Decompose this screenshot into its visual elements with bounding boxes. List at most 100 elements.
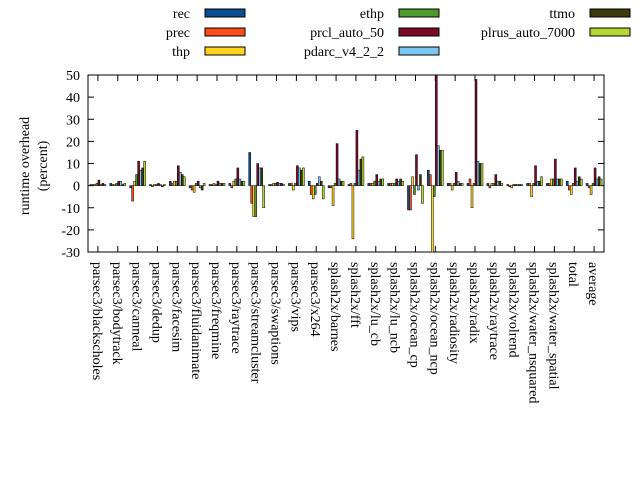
y-tick-label: 40 <box>66 91 80 106</box>
bar <box>351 185 355 239</box>
bar <box>359 158 363 186</box>
legend-swatch <box>589 8 631 18</box>
x-tick-label: parsec3/blackscholes <box>89 262 104 380</box>
bar <box>115 183 119 186</box>
bar <box>569 185 573 195</box>
x-tick-label: splash2x/radix <box>466 262 481 344</box>
bar <box>240 180 244 186</box>
bar <box>478 163 482 186</box>
bar <box>113 184 117 186</box>
bar <box>274 183 277 186</box>
bar <box>556 178 559 186</box>
bar <box>480 163 484 186</box>
legend-label: thp <box>172 45 190 60</box>
x-tick-label: parsec3/raytrace <box>228 262 243 354</box>
bar <box>367 183 371 186</box>
bar <box>532 183 535 186</box>
y-tick-label: 30 <box>66 113 80 128</box>
x-tick-label: parsec3/dedup <box>148 262 163 343</box>
bar <box>520 184 523 186</box>
bar <box>379 178 383 186</box>
bar <box>528 183 531 186</box>
y-tick-label: 10 <box>66 158 80 173</box>
bar <box>518 184 521 186</box>
bar <box>95 183 99 186</box>
bar <box>548 183 551 186</box>
bar <box>369 183 373 186</box>
bar <box>415 154 418 186</box>
legend-swatch <box>398 27 440 37</box>
bar <box>210 184 214 186</box>
bar <box>302 167 305 186</box>
bar <box>183 176 186 186</box>
bar <box>238 178 242 186</box>
bar <box>349 183 353 186</box>
bar <box>111 184 115 186</box>
bar <box>347 184 351 186</box>
bar <box>571 183 575 186</box>
bar <box>494 174 498 186</box>
bar <box>335 143 339 186</box>
bar <box>149 184 152 186</box>
bar <box>435 74 438 186</box>
bar <box>341 180 345 186</box>
bar <box>474 79 478 186</box>
bar <box>538 180 541 186</box>
plot-frame <box>87 74 605 253</box>
bar <box>466 183 470 186</box>
bar <box>270 184 273 186</box>
bar <box>262 185 265 208</box>
bar <box>589 185 593 195</box>
x-tick-label: splash2x/ocean_ncp <box>426 262 441 375</box>
x-tick-label: parsec3/freqmine <box>208 262 223 359</box>
bar <box>439 149 442 186</box>
bar <box>512 184 515 186</box>
bar <box>488 185 492 189</box>
bar <box>413 185 416 195</box>
bar <box>133 180 136 186</box>
bar <box>391 183 394 186</box>
bar <box>450 185 454 191</box>
bar <box>143 161 146 186</box>
legend-label: plrus_auto_7000 <box>481 26 575 41</box>
bar <box>196 180 200 186</box>
x-tick-label: total <box>565 262 580 287</box>
bar <box>500 183 504 186</box>
bar <box>441 149 444 186</box>
legend-swatch <box>204 27 246 37</box>
x-tick-label: splash2x/ocean_cp <box>406 262 421 368</box>
bar <box>163 184 166 186</box>
bar <box>377 180 381 186</box>
bar <box>200 185 204 191</box>
bar <box>202 183 206 186</box>
bar <box>381 178 385 186</box>
bar <box>309 185 313 195</box>
bar <box>407 185 410 211</box>
bar <box>446 183 450 186</box>
bar <box>250 185 253 204</box>
bar <box>339 180 343 186</box>
bar <box>254 185 257 217</box>
bar <box>177 165 180 186</box>
bar <box>294 183 297 186</box>
y-tick-label: 0 <box>73 180 80 195</box>
bar <box>129 185 132 189</box>
bar <box>190 185 194 191</box>
bar <box>329 185 333 189</box>
x-tick-label: parsec3/vips <box>287 262 302 332</box>
bar <box>516 184 519 186</box>
legend-label: prcl_auto_50 <box>310 26 384 41</box>
bar <box>252 185 255 217</box>
bar <box>389 183 392 186</box>
bar <box>181 174 184 186</box>
bar <box>311 185 315 200</box>
bar <box>506 184 509 186</box>
bar <box>409 185 412 211</box>
legend-swatch <box>204 46 246 56</box>
bar <box>573 167 577 186</box>
legend-swatch <box>398 46 440 56</box>
bar <box>454 172 458 186</box>
x-tick-label: splash2x/raytrace <box>486 262 501 360</box>
bar <box>510 185 513 189</box>
bar <box>218 183 222 186</box>
